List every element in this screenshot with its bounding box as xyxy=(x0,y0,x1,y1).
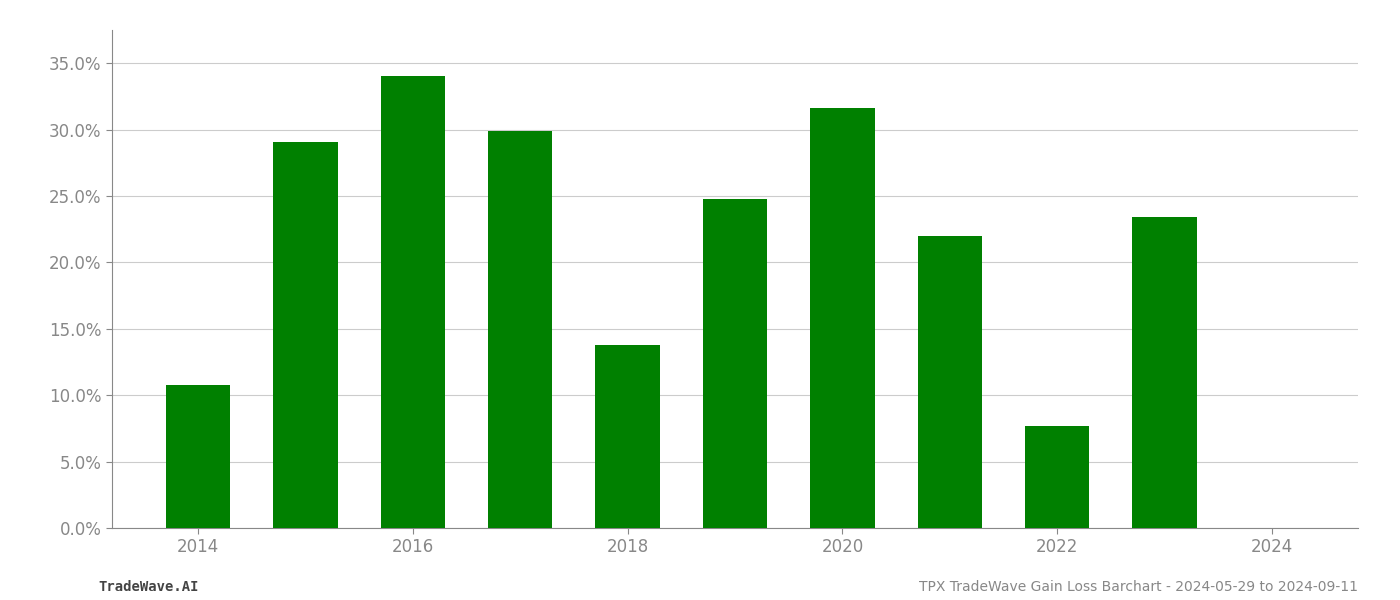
Text: TPX TradeWave Gain Loss Barchart - 2024-05-29 to 2024-09-11: TPX TradeWave Gain Loss Barchart - 2024-… xyxy=(918,580,1358,594)
Bar xyxy=(595,345,659,528)
Bar xyxy=(703,199,767,528)
Text: TradeWave.AI: TradeWave.AI xyxy=(98,580,199,594)
Bar xyxy=(1133,217,1197,528)
Bar xyxy=(273,142,337,528)
Bar xyxy=(165,385,230,528)
Bar xyxy=(489,131,553,528)
Bar xyxy=(811,109,875,528)
Bar xyxy=(381,76,445,528)
Bar xyxy=(1025,426,1089,528)
Bar xyxy=(917,236,981,528)
